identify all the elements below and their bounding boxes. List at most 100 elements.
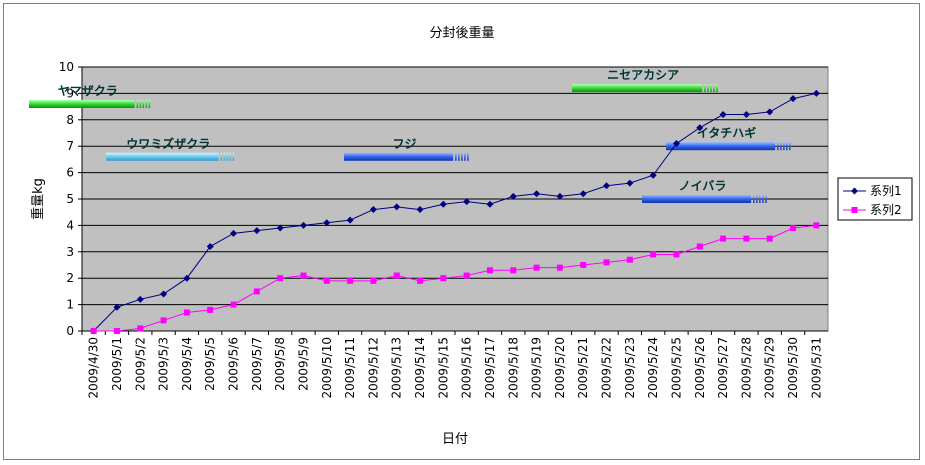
annotation-bar bbox=[642, 195, 752, 203]
data-point bbox=[160, 317, 167, 324]
data-point bbox=[650, 251, 657, 258]
data-point bbox=[90, 328, 97, 334]
data-point bbox=[766, 235, 773, 242]
annotation-bar-tail bbox=[461, 152, 463, 161]
annotation-bar bbox=[666, 142, 776, 151]
x-tick-label: 2009/5/14 bbox=[413, 337, 427, 399]
data-point bbox=[369, 206, 377, 214]
annotation-3: フジ bbox=[344, 137, 469, 161]
data-point bbox=[370, 277, 377, 284]
data-point bbox=[160, 290, 168, 298]
series-line bbox=[93, 92, 817, 332]
x-tick-label: 2009/5/7 bbox=[250, 337, 264, 391]
annotation-bar-tail bbox=[467, 152, 469, 161]
x-tick-label: 2009/5/31 bbox=[809, 337, 823, 399]
x-tick-label: 2009/5/10 bbox=[320, 337, 334, 399]
x-tick-label: 2009/5/22 bbox=[600, 337, 614, 399]
data-point bbox=[696, 124, 704, 132]
x-tick-label: 2009/5/21 bbox=[576, 337, 590, 399]
annotation-bar-tail bbox=[148, 99, 151, 108]
annotation-bar-tail bbox=[229, 152, 232, 161]
annotation-2: ウワミズザクラ bbox=[106, 136, 235, 161]
data-point bbox=[533, 190, 541, 198]
annotation-4: ニセアカシア bbox=[572, 68, 718, 93]
data-point bbox=[556, 192, 564, 200]
data-point bbox=[439, 200, 447, 208]
annotation-bar-tail bbox=[783, 142, 785, 151]
annotation-bar-tail bbox=[786, 142, 788, 151]
data-point bbox=[393, 272, 400, 279]
annotation-bar-tail bbox=[765, 195, 767, 203]
data-point bbox=[113, 303, 121, 311]
y-tick-label: 9 bbox=[66, 86, 74, 100]
data-point bbox=[626, 256, 633, 263]
legend-label-1: 系列1 bbox=[870, 184, 902, 198]
data-point bbox=[603, 259, 610, 266]
annotation-label: イタチハギ bbox=[697, 125, 757, 140]
annotation-bar-tail bbox=[780, 142, 782, 151]
x-tick-label: 2009/5/8 bbox=[273, 337, 287, 391]
x-axis-title: 日付 bbox=[442, 432, 468, 447]
x-tick-label: 2009/5/15 bbox=[436, 337, 450, 399]
annotation-bar-tail bbox=[710, 84, 712, 93]
data-point bbox=[766, 108, 774, 116]
annotation-label: ノイバラ bbox=[679, 179, 727, 193]
y-tick-label: 6 bbox=[66, 166, 74, 180]
data-point bbox=[649, 171, 657, 179]
annotation-bar bbox=[106, 152, 219, 161]
data-point bbox=[183, 274, 191, 282]
legend-label-2: 系列2 bbox=[870, 203, 902, 217]
data-point bbox=[720, 235, 727, 242]
series-line bbox=[93, 224, 817, 332]
data-point bbox=[812, 89, 820, 97]
annotation-bar-tail bbox=[226, 152, 229, 161]
annotation-bar-tail bbox=[145, 99, 148, 108]
annotation-bar-tail bbox=[756, 195, 758, 203]
x-tick-label: 2009/5/11 bbox=[343, 337, 357, 399]
x-tick-label: 2009/5/25 bbox=[669, 337, 683, 399]
y-axis-title: 重量kg bbox=[30, 178, 46, 220]
annotation-bar-tail bbox=[458, 152, 460, 161]
annotation-5: イタチハギ bbox=[666, 125, 791, 151]
legend-marker-2 bbox=[851, 207, 858, 213]
annotation-bar-tail bbox=[716, 84, 718, 93]
annotation-label: ヤマザクラ bbox=[58, 84, 118, 98]
data-point bbox=[579, 190, 587, 198]
data-point bbox=[556, 264, 563, 271]
x-tick-label: 2009/5/9 bbox=[296, 337, 310, 391]
data-point bbox=[207, 306, 214, 313]
data-point bbox=[323, 277, 330, 284]
x-tick-label: 2009/5/26 bbox=[693, 337, 707, 399]
data-point bbox=[113, 328, 120, 334]
annotation-bar-tail bbox=[223, 152, 226, 161]
x-tick-label: 2009/5/2 bbox=[133, 337, 147, 391]
x-tick-label: 2009/5/27 bbox=[716, 337, 730, 399]
annotation-bar-tail bbox=[455, 152, 457, 161]
annotation-bar-tail bbox=[704, 84, 706, 93]
chart-title: 分封後重量 bbox=[429, 25, 494, 41]
data-point bbox=[253, 227, 261, 235]
legend: 系列1 系列2 bbox=[837, 177, 913, 221]
data-point bbox=[347, 277, 354, 284]
annotation-bar bbox=[572, 84, 703, 93]
data-point bbox=[672, 140, 680, 148]
series-2 bbox=[90, 222, 820, 334]
legend-marker-1 bbox=[851, 187, 858, 195]
data-point bbox=[789, 95, 797, 103]
data-point bbox=[136, 295, 144, 303]
x-tick-label: 2009/5/17 bbox=[483, 337, 497, 399]
chart-frame: 分封後重量 0 1 2 3 4 5 6 7 8 9 10 2009/4/30 2009/5/1 2009… bbox=[3, 3, 920, 460]
x-tick-label: 2009/5/3 bbox=[157, 337, 171, 391]
x-tick-label: 2009/5/5 bbox=[203, 337, 217, 391]
y-tick-label: 7 bbox=[66, 139, 74, 153]
data-point bbox=[299, 221, 307, 229]
annotation-bar-tail bbox=[777, 142, 779, 151]
data-point bbox=[463, 272, 470, 279]
data-point bbox=[510, 267, 517, 274]
y-tick-label: 8 bbox=[66, 113, 74, 127]
annotation-bar bbox=[344, 152, 454, 161]
data-point bbox=[417, 277, 424, 284]
data-point bbox=[696, 243, 703, 250]
